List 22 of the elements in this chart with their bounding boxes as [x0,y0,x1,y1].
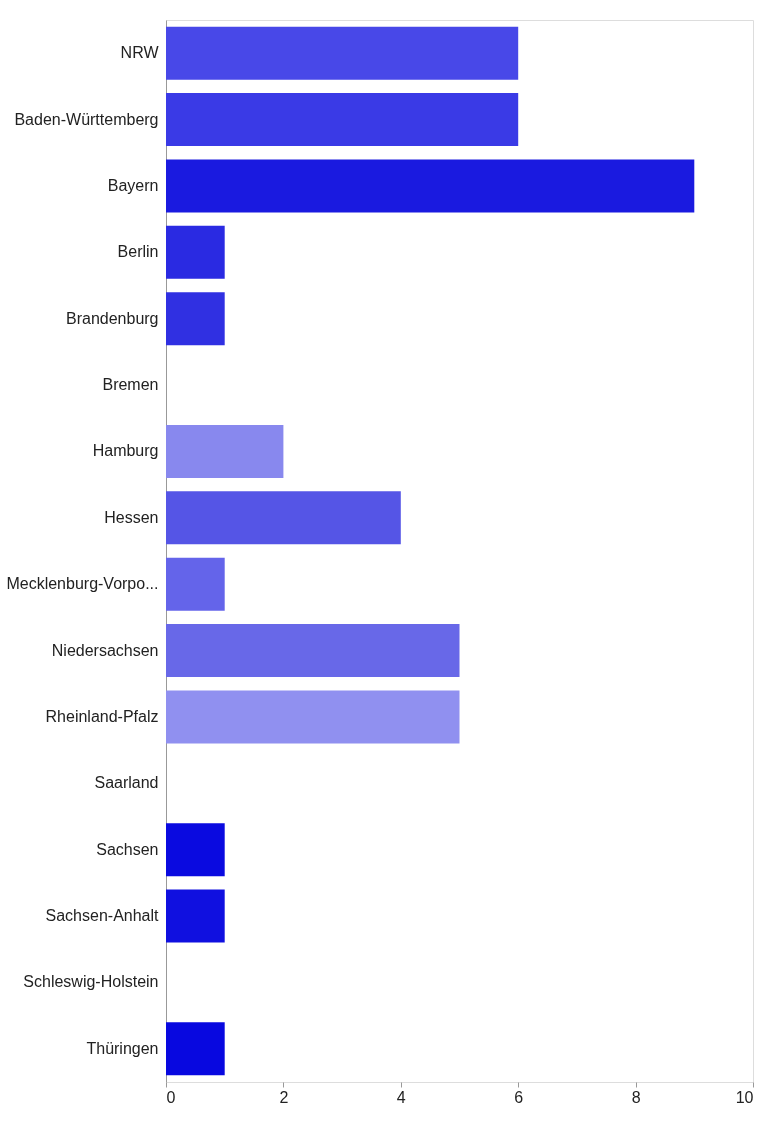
y-tick-label: Hamburg [92,442,159,460]
x-tick-label: 0 [166,1088,176,1106]
x-tick-label: 6 [514,1088,524,1106]
y-tick-label: Niedersachsen [51,641,159,659]
x-tick-label: 2 [279,1088,289,1106]
y-tick-label: Baden-Württemberg [14,110,159,128]
x-tick-label: 8 [631,1088,641,1106]
y-tick-label: Saarland [94,774,159,792]
y-tick-label: Bayern [107,176,159,194]
y-tick-label: Sachsen-Anhalt [45,907,160,925]
y-tick-label: NRW [120,44,160,62]
y-tick-label: Sachsen [96,840,159,858]
y-tick-label: Rheinland-Pfalz [45,707,159,725]
y-tick-label: Hessen [104,508,159,526]
y-tick-label: Schleswig-Holstein [23,973,159,991]
y-tick-label: Berlin [117,243,159,261]
y-tick-label: Bremen [102,376,159,394]
x-tick-label: 4 [396,1088,406,1106]
y-tick-label: Thüringen [86,1039,159,1057]
y-tick-label: Brandenburg [65,309,159,327]
y-tick-label: Mecklenburg-Vorpo... [6,575,159,593]
x-tick-label: 10 [735,1088,754,1106]
